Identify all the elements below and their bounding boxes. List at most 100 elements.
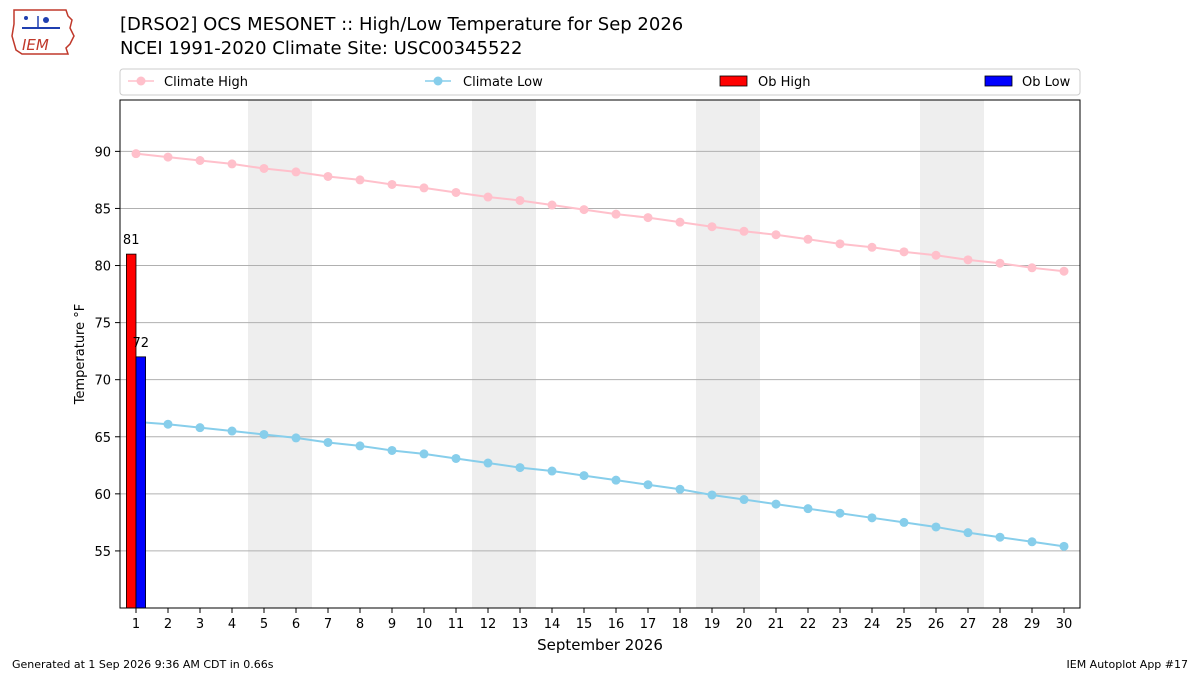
climate-low-point [515,463,525,473]
y-tick-label: 90 [94,145,111,160]
x-tick-label: 25 [896,617,913,632]
climate-high-point [995,258,1005,268]
weekend-bands [248,100,984,608]
climate-low-point [867,513,877,523]
y-tick-label: 55 [94,545,111,560]
weekend-band-27 [952,100,984,608]
ob-high-label: 81 [123,233,140,248]
x-tick-label: 18 [672,617,689,632]
climate-low-point [579,471,589,481]
climate-high-point [611,209,621,219]
weekend-band-6 [280,100,312,608]
x-tick-label: 6 [292,617,300,632]
x-tick-label: 14 [544,617,561,632]
climate-low-point [419,449,429,459]
climate-low-line [135,420,1065,548]
climate-low-point [643,480,653,490]
climate-high-line [135,152,1065,273]
weekend-band-26 [920,100,952,608]
climate-high-point [899,247,909,257]
climate-low-point [483,458,493,468]
climate-low-point [771,499,781,509]
title-line-1: [DRSO2] OCS MESONET :: High/Low Temperat… [120,14,684,35]
climate-high-point [259,163,269,173]
climate-high-point [195,156,205,166]
x-tick-label: 26 [928,617,945,632]
x-tick-label: 2 [164,617,172,632]
y-tick-label: 80 [94,260,111,275]
x-tick-label: 24 [864,617,881,632]
x-tick-label: 3 [196,617,204,632]
app-credit: IEM Autoplot App #17 [1066,658,1189,671]
climate-low-point [227,426,237,436]
x-tick-label: 11 [448,617,465,632]
x-tick-label: 7 [324,617,332,632]
legend-climate-low-label: Climate Low [463,75,543,90]
climate-low-point [291,433,301,443]
ob-low-bar [135,356,146,609]
climate-high-point [707,222,717,232]
legend-ob-high-swatch [719,75,748,87]
x-tick-label: 9 [388,617,396,632]
climate-low-point [899,517,909,527]
weekend-band-13 [504,100,536,608]
legend-ob-high-label: Ob High [758,75,811,90]
x-tick-label: 12 [480,617,497,632]
x-tick-label: 28 [992,617,1009,632]
climate-high-point [739,226,749,236]
y-tick-label: 70 [94,374,111,389]
weekend-band-20 [728,100,760,608]
weekend-band-12 [472,100,504,608]
x-tick-label: 22 [800,617,817,632]
climate-high-point [131,149,141,159]
legend-climate-high-marker [136,76,146,86]
y-tick-label: 60 [94,488,111,503]
climate-high-point [643,213,653,223]
climate-high-point [547,200,557,210]
x-tick-label: 27 [960,617,977,632]
climate-low-point [259,429,269,439]
x-tick-label: 17 [640,617,657,632]
legend-ob-low-label: Ob Low [1022,75,1071,90]
climate-high-point [291,167,301,177]
climate-low-point [387,445,397,455]
x-tick-label: 21 [768,617,785,632]
climate-low-point [995,532,1005,542]
climate-high-point [227,159,237,169]
climate-low-point [547,466,557,476]
climate-high-point [803,234,813,244]
climate-high-point [963,255,973,265]
weekend-band-5 [248,100,280,608]
climate-high-point [931,250,941,260]
y-tick-label: 65 [94,431,111,446]
x-tick-label: 19 [704,617,721,632]
climate-low-point [707,490,717,500]
x-tick-label: 23 [832,617,849,632]
x-tick-label: 1 [132,617,140,632]
y-tick-label: 75 [94,317,111,332]
chart-title: [DRSO2] OCS MESONET :: High/Low Temperat… [120,13,683,61]
climate-high-point [163,152,173,162]
climate-high-point [675,217,685,227]
climate-low-point [195,423,205,433]
ob-high-bar [126,253,137,609]
climate-low-point [451,453,461,463]
climate-high-point [771,230,781,240]
legend-climate-low-marker [433,76,443,86]
legend-box [119,68,1081,96]
climate-high-point [355,175,365,185]
plot-frame [119,99,1081,609]
climate-low-point [739,495,749,505]
x-tick-label: 30 [1056,617,1073,632]
climate-low-point [1027,537,1037,547]
title-line-2: NCEI 1991-2020 Climate Site: USC00345522 [120,38,523,59]
climate-low-point [323,437,333,447]
generated-timestamp: Generated at 1 Sep 2026 9:36 AM CDT in 0… [12,658,274,671]
climate-high-point [451,187,461,197]
climate-low-point [803,504,813,514]
climate-low-point [931,522,941,532]
climate-high-point [419,183,429,193]
climate-low-point [611,475,621,485]
